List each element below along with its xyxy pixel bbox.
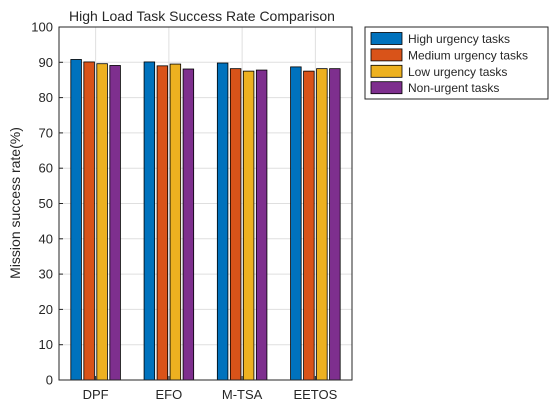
x-tick-label: M-TSA: [222, 387, 263, 402]
y-tick-label: 0: [46, 373, 53, 388]
bar: [229, 68, 242, 381]
x-tick-label: DPF: [83, 387, 109, 402]
tick-labels: 0 10 20 30 40 50 60 70 80 90 100 DPF EFO M-TSA EETOS: [31, 20, 337, 403]
bar: [255, 69, 268, 381]
bar: [303, 70, 315, 381]
axes-box: [58, 26, 353, 381]
y-tick-label: 30: [39, 267, 53, 282]
bar: [156, 65, 169, 381]
y-tick-label: 100: [31, 20, 53, 35]
x-tick-label: EFO: [156, 387, 183, 402]
bar: [242, 70, 255, 381]
bar: [70, 59, 82, 381]
bar: [96, 63, 108, 381]
y-tick-label: 10: [39, 337, 53, 352]
y-tick-label: 80: [39, 90, 53, 105]
bar: [316, 68, 328, 381]
bar: [83, 61, 95, 381]
legend-label: Medium urgency tasks: [408, 48, 528, 62]
legend-label: High urgency tasks: [408, 32, 510, 46]
legend-label: Low urgency tasks: [408, 65, 507, 79]
y-tick-label: 50: [39, 196, 53, 211]
axes: [58, 26, 353, 381]
chart-title: High Load Task Success Rate Comparison: [69, 8, 335, 24]
y-tick-label: 40: [39, 231, 53, 246]
bar: [216, 62, 229, 381]
bar: [182, 68, 195, 381]
legend-swatch: [370, 32, 403, 45]
bar: [109, 65, 121, 381]
grid-lines: [59, 26, 352, 381]
bar: [329, 68, 341, 381]
bar: [143, 61, 156, 381]
y-tick-label: 90: [39, 55, 53, 70]
legend-swatch: [370, 48, 403, 62]
y-tick-label: 20: [39, 302, 53, 317]
y-axis-label: Mission success rate(%): [7, 127, 23, 279]
bar: [169, 63, 182, 381]
legend-swatch: [370, 64, 403, 78]
y-tick-label: 70: [39, 125, 53, 140]
legend: High urgency tasks Medium urgency tasks Lo…: [364, 26, 549, 100]
legend-label: Non-urgent tasks: [408, 81, 499, 95]
y-tick-label: 60: [39, 161, 53, 176]
legend-swatch: [370, 81, 403, 95]
x-tick-label: EETOS: [293, 387, 337, 402]
bar: [290, 66, 302, 381]
